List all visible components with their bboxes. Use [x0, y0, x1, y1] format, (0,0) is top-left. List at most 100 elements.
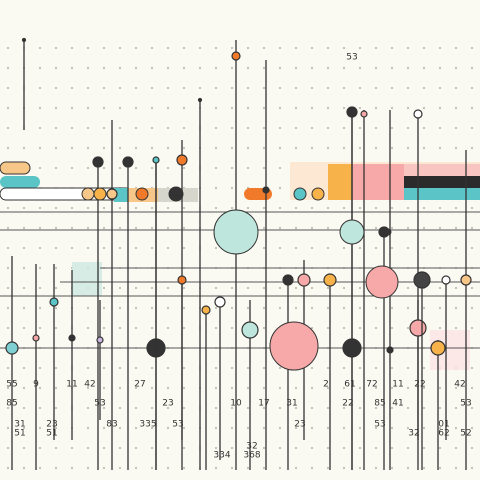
grid-dot [327, 147, 329, 149]
grid-dot [151, 207, 153, 209]
grid-dot [279, 87, 281, 89]
grid-dot [407, 407, 409, 409]
grid-dot [247, 287, 249, 289]
grid-dot [7, 147, 9, 149]
grid-dot [343, 287, 345, 289]
grid-dot [343, 207, 345, 209]
grid-dot [247, 167, 249, 169]
node [441, 275, 451, 285]
grid-dot [391, 87, 393, 89]
grid-dot [39, 467, 41, 469]
grid-dot [7, 107, 9, 109]
grid-dot [279, 167, 281, 169]
grid-dot [391, 407, 393, 409]
grid-dot [55, 467, 57, 469]
grid-dot [311, 87, 313, 89]
grid-dot [103, 447, 105, 449]
grid-dot [455, 147, 457, 149]
grid-dot [167, 127, 169, 129]
node [214, 296, 226, 308]
grid-dot [231, 407, 233, 409]
grid-dot [455, 467, 457, 469]
grid-dot [103, 247, 105, 249]
grid-dot [87, 147, 89, 149]
grid-dot [455, 407, 457, 409]
grid-dot [407, 427, 409, 429]
grid-dot [71, 447, 73, 449]
circle [213, 209, 259, 255]
grid-dot [359, 87, 361, 89]
grid-dot [39, 407, 41, 409]
grid-dot [55, 87, 57, 89]
grid-dot [71, 227, 73, 229]
grid-dot [39, 267, 41, 269]
grid-dot [279, 407, 281, 409]
grid-dot [407, 467, 409, 469]
grid-dot [167, 447, 169, 449]
grid-dot [279, 207, 281, 209]
grid-dot [215, 427, 217, 429]
grid-dot [423, 47, 425, 49]
grid-dot [263, 147, 265, 149]
number-label: 41 [392, 399, 403, 409]
grid-dot [407, 107, 409, 109]
grid-dot [279, 187, 281, 189]
number-label: 53 [374, 420, 385, 430]
grid-dot [7, 407, 9, 409]
grid-dot [279, 287, 281, 289]
grid-dot [327, 67, 329, 69]
grid-dot [471, 247, 473, 249]
grid-dot [71, 127, 73, 129]
grid-dot [215, 147, 217, 149]
grid-dot [391, 447, 393, 449]
grid-dot [231, 127, 233, 129]
grid-dot [183, 107, 185, 109]
grid-dot [471, 307, 473, 309]
number-label: 335 [139, 420, 156, 430]
grid-dot [135, 367, 137, 369]
grid-dot [423, 247, 425, 249]
grid-dot [23, 407, 25, 409]
grid-dot [263, 207, 265, 209]
grid-dot [167, 327, 169, 329]
grid-dot [7, 127, 9, 129]
number-label: 85 [374, 399, 385, 409]
grid-dot [407, 127, 409, 129]
grid-dot [215, 327, 217, 329]
grid-dot [151, 67, 153, 69]
grid-dot [263, 427, 265, 429]
grid-dot [39, 67, 41, 69]
grid-dot [23, 447, 25, 449]
grid-dot [39, 87, 41, 89]
grid-dot [103, 367, 105, 369]
grid-dot [279, 427, 281, 429]
grid-dot [119, 407, 121, 409]
grid-dot [391, 427, 393, 429]
grid-dot [215, 47, 217, 49]
grid-dot [103, 327, 105, 329]
grid-dot [247, 67, 249, 69]
grid-dot [263, 387, 265, 389]
grid-dot [343, 387, 345, 389]
grid-dot [119, 367, 121, 369]
number-label: 42 [84, 380, 95, 390]
number-label: 22 [414, 380, 425, 390]
grid-dot [183, 467, 185, 469]
grid-dot [247, 147, 249, 149]
grid-dot [279, 47, 281, 49]
node [346, 106, 358, 118]
grid-dot [183, 327, 185, 329]
node [386, 346, 394, 354]
grid-dot [359, 287, 361, 289]
grid-dot [407, 87, 409, 89]
grid-dot [439, 107, 441, 109]
grid-dot [55, 147, 57, 149]
grid-dot [343, 127, 345, 129]
grid-dot [119, 167, 121, 169]
grid-dot [55, 327, 57, 329]
grid-dot [231, 207, 233, 209]
grid-dot [375, 327, 377, 329]
grid-dot [375, 147, 377, 149]
grid-dot [247, 47, 249, 49]
